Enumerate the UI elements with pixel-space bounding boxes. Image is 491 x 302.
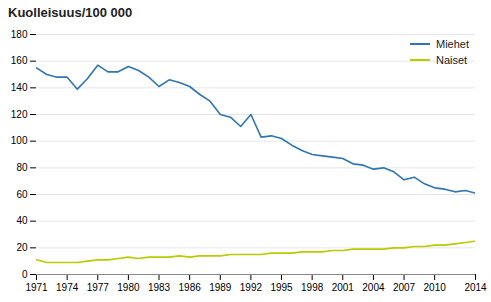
svg-text:1998: 1998: [301, 282, 324, 293]
svg-text:2007: 2007: [393, 282, 416, 293]
svg-text:160: 160: [11, 55, 28, 66]
svg-text:1977: 1977: [87, 282, 110, 293]
svg-text:40: 40: [16, 215, 28, 226]
svg-text:1995: 1995: [270, 282, 293, 293]
svg-text:1971: 1971: [25, 282, 48, 293]
html-text:Miehet: Miehet: [436, 38, 469, 50]
svg-text:140: 140: [11, 82, 28, 93]
svg-text:1983: 1983: [148, 282, 171, 293]
svg-text:1980: 1980: [117, 282, 140, 293]
svg-text:1974: 1974: [56, 282, 79, 293]
svg-text:1992: 1992: [240, 282, 263, 293]
svg-text:2001: 2001: [332, 282, 355, 293]
svg-text:60: 60: [16, 189, 28, 200]
svg-text:1986: 1986: [179, 282, 202, 293]
svg-text:2010: 2010: [424, 282, 447, 293]
svg-text:2004: 2004: [362, 282, 385, 293]
html-text:Naiset: Naiset: [436, 54, 468, 66]
svg-text:120: 120: [11, 109, 28, 120]
svg-text:100: 100: [11, 135, 28, 146]
html-text:Kuolleisuus/100 000: Kuolleisuus/100 000: [8, 5, 133, 20]
svg-text:20: 20: [16, 242, 28, 253]
svg-text:0: 0: [22, 269, 28, 280]
svg-text:2014: 2014: [464, 282, 487, 293]
svg-text:1989: 1989: [209, 282, 232, 293]
svg-text:80: 80: [16, 162, 28, 173]
svg-text:180: 180: [11, 29, 28, 40]
